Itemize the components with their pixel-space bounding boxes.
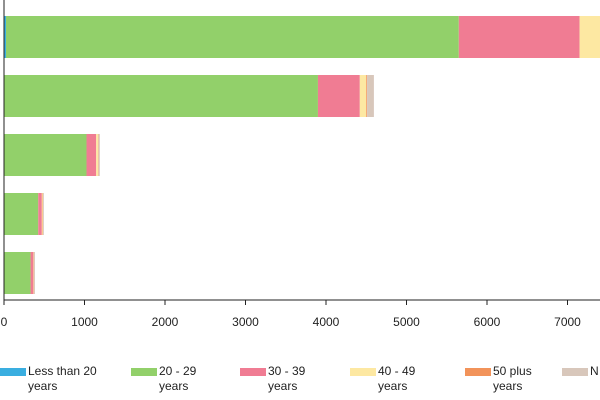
bar-segment-row1-series3 (458, 16, 580, 58)
legend-swatch (350, 368, 376, 376)
legend-label-line2: years (159, 379, 189, 393)
bar-segment-row1-series2 (6, 16, 459, 58)
bar-segment-row5-series6 (34, 252, 35, 294)
x-tick-label: 3000 (232, 315, 259, 329)
bar-segment-row4-series3 (38, 193, 42, 235)
x-tick-label: 2000 (152, 315, 179, 329)
bar-segment-row3-series4 (96, 134, 99, 176)
x-tick-label: 6000 (474, 315, 501, 329)
bar-segment-row1-series1 (4, 16, 7, 58)
legend-swatch (240, 368, 266, 376)
bar-segment-row2-series3 (317, 75, 360, 117)
legend-label-line1: 20 - 29 (159, 366, 197, 378)
x-tick-label: 7000 (554, 315, 581, 329)
bar-segment-row2-series6 (367, 75, 374, 117)
bars-layer (4, 16, 600, 294)
legend-label: 30 - 39 years (268, 366, 338, 394)
legend-swatch (562, 368, 588, 376)
legend-label-line2: years (493, 379, 523, 393)
bar-segment-row4-series4 (41, 193, 43, 235)
legend-label: N (590, 366, 600, 379)
legend-label-line1: 50 plus (493, 366, 532, 378)
legend-label: 40 - 49 years (378, 366, 448, 394)
legend-label: 20 - 29 years (159, 366, 229, 394)
bar-segment-row1-series4 (579, 16, 600, 58)
legend-label-line1: 30 - 39 (268, 366, 306, 378)
legend-label-line2: years (268, 379, 298, 393)
legend-swatch (465, 368, 491, 376)
bar-segment-row5-series2 (4, 252, 31, 294)
x-tick-label: 0 (1, 315, 8, 329)
x-tick-label: 5000 (393, 315, 420, 329)
bar-segment-row3-series6 (98, 134, 100, 176)
x-tick-label: 1000 (71, 315, 98, 329)
bar-segment-row2-series5 (366, 75, 368, 117)
bar-segment-row3-series2 (4, 134, 87, 176)
x-axis-ticks: 0 1000 2000 3000 4000 5000 6000 7000 (1, 300, 581, 329)
bar-segment-row5-series3 (30, 252, 34, 294)
legend-label-line1: Less than 20 (28, 366, 97, 378)
bar-segment-row3-series3 (86, 134, 97, 176)
x-tick-label: 4000 (313, 315, 340, 329)
bar-segment-row2-series2 (4, 75, 318, 117)
legend-label-line2: years (28, 379, 58, 393)
bar-segment-row4-series2 (4, 193, 39, 235)
bar-segment-row4-series6 (43, 193, 44, 235)
legend-label-line1: 40 - 49 (378, 366, 416, 378)
legend-swatch (131, 368, 157, 376)
legend-swatch (0, 368, 26, 376)
legend-label: 50 plus years (493, 366, 563, 394)
legend-label: Less than 20 years (28, 366, 98, 394)
legend-label-line2: years (378, 379, 408, 393)
legend-label-line1: N (590, 366, 599, 378)
legend: Less than 20 years 20 - 29 years 30 - 39… (0, 366, 600, 400)
bar-segment-row2-series4 (359, 75, 367, 117)
